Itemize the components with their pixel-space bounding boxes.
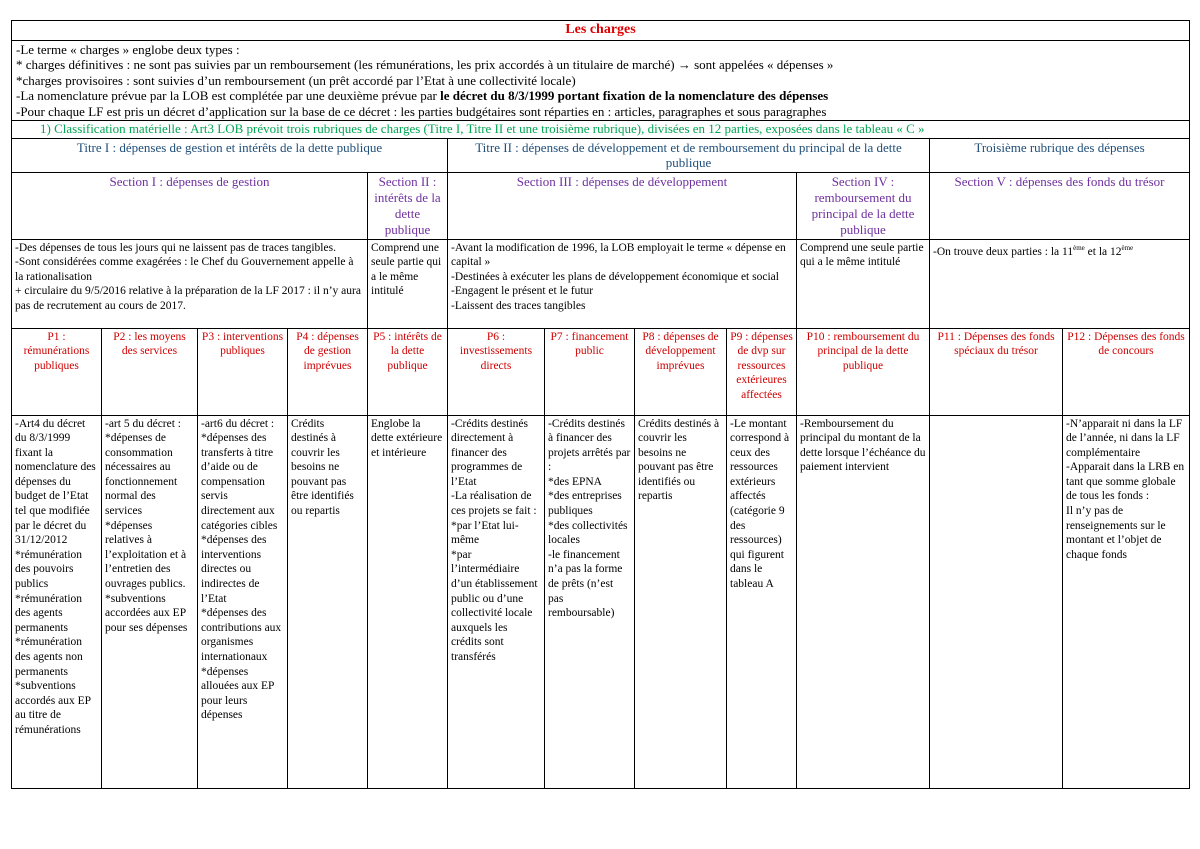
- part-8-header: P8 : dépenses de développement imprévues: [634, 327, 727, 416]
- arrow-right-icon: →: [677, 57, 691, 72]
- part-3-content: -art6 du décret : *dépenses des transfer…: [197, 414, 288, 789]
- part-5-header: P5 : intérêts de la dette publique: [367, 327, 448, 416]
- desc-text: -On trouve deux parties : la 11: [933, 245, 1074, 258]
- part-2-header: P2 : les moyens des services: [101, 327, 198, 416]
- charges-table: Les charges -Le terme « charges » englob…: [10, 20, 1191, 789]
- part-7-content: -Crédits destinés à financer des projets…: [544, 414, 635, 789]
- section-4-description: Comprend une seule partie qui a le même …: [796, 238, 930, 329]
- section-5: Section V : dépenses des fonds du trésor: [928, 171, 1191, 240]
- part-9-header: P9 : dépenses de dvp sur ressources exté…: [726, 327, 797, 416]
- intro-line-4-bold: le décret du 8/3/1999 portant fixation d…: [440, 88, 829, 103]
- superscript: ème: [1073, 243, 1085, 252]
- superscript: ème: [1121, 243, 1134, 252]
- desc-text: et la 12: [1084, 245, 1122, 258]
- section-5-description: -On trouve deux parties : la 11ème et la…: [928, 238, 1191, 329]
- part-7-header: P7 : financement public: [544, 327, 635, 416]
- part-10-content: -Remboursement du principal du montant d…: [796, 414, 930, 789]
- part-5-content: Englobe la dette extérieure et intérieur…: [367, 414, 448, 789]
- titre-2: Titre II : dépenses de développement et …: [447, 137, 930, 173]
- part-4-content: Crédits destinés à couvrir les besoins n…: [287, 414, 368, 789]
- intro-block: -Le terme « charges » englobe deux types…: [10, 39, 1191, 121]
- intro-line-4: -La nomenclature prévue par la LOB est c…: [16, 88, 441, 103]
- part-6-header: P6 : investissements directs: [447, 327, 545, 416]
- part-1-content: -Art4 du décret du 8/3/1999 fixant la no…: [11, 414, 102, 789]
- part-8-content: Crédits destinés à couvrir les besoins n…: [634, 414, 727, 789]
- section-3: Section III : dépenses de développement: [447, 171, 797, 240]
- part-4-header: P4 : dépenses de gestion imprévues: [287, 327, 368, 416]
- titre-3: Troisième rubrique des dépenses: [928, 137, 1191, 173]
- section-2: Section II : intérêts de la dette publiq…: [367, 171, 448, 240]
- document-title: Les charges: [10, 20, 1191, 41]
- classification-heading: 1) Classification matérielle : Art3 LOB …: [10, 120, 1191, 139]
- part-1-header: P1 : rémunérations publiques: [11, 327, 102, 416]
- part-9-content: -Le montant correspond à ceux des ressou…: [726, 414, 797, 789]
- intro-line-5: -Pour chaque LF est pris un décret d’app…: [16, 103, 827, 119]
- part-2-content: -art 5 du décret : *dépenses de consomma…: [101, 414, 198, 789]
- intro-line-2: * charges définitives : ne sont pas suiv…: [16, 57, 675, 72]
- part-10-header: P10 : remboursement du principal de la d…: [796, 327, 930, 416]
- section-3-description: -Avant la modification de 1996, la LOB e…: [447, 238, 797, 329]
- intro-line-1: -Le terme « charges » englobe deux types…: [16, 41, 240, 57]
- part-3-header: P3 : interventions publiques: [197, 327, 288, 416]
- part-11-content: [929, 414, 1063, 789]
- part-12-header: P12 : Dépenses des fonds de concours: [1061, 327, 1191, 416]
- titre-1: Titre I : dépenses de gestion et intérêt…: [11, 137, 448, 173]
- part-12-content: -N’apparait ni dans la LF de l’année, ni…: [1061, 414, 1191, 789]
- part-11-header: P11 : Dépenses des fonds spéciaux du tré…: [929, 327, 1063, 416]
- section-4: Section IV : remboursement du principal …: [796, 171, 930, 240]
- section-1: Section I : dépenses de gestion: [11, 171, 368, 240]
- intro-line-2-end: sont appelées « dépenses »: [690, 57, 834, 72]
- intro-line-3: *charges provisoires : sont suivies d’un…: [16, 72, 576, 88]
- section-1-description: -Des dépenses de tous les jours qui ne l…: [11, 238, 368, 329]
- part-6-content: -Crédits destinés directement à financer…: [447, 414, 545, 789]
- section-2-description: Comprend une seule partie qui a le même …: [367, 238, 448, 329]
